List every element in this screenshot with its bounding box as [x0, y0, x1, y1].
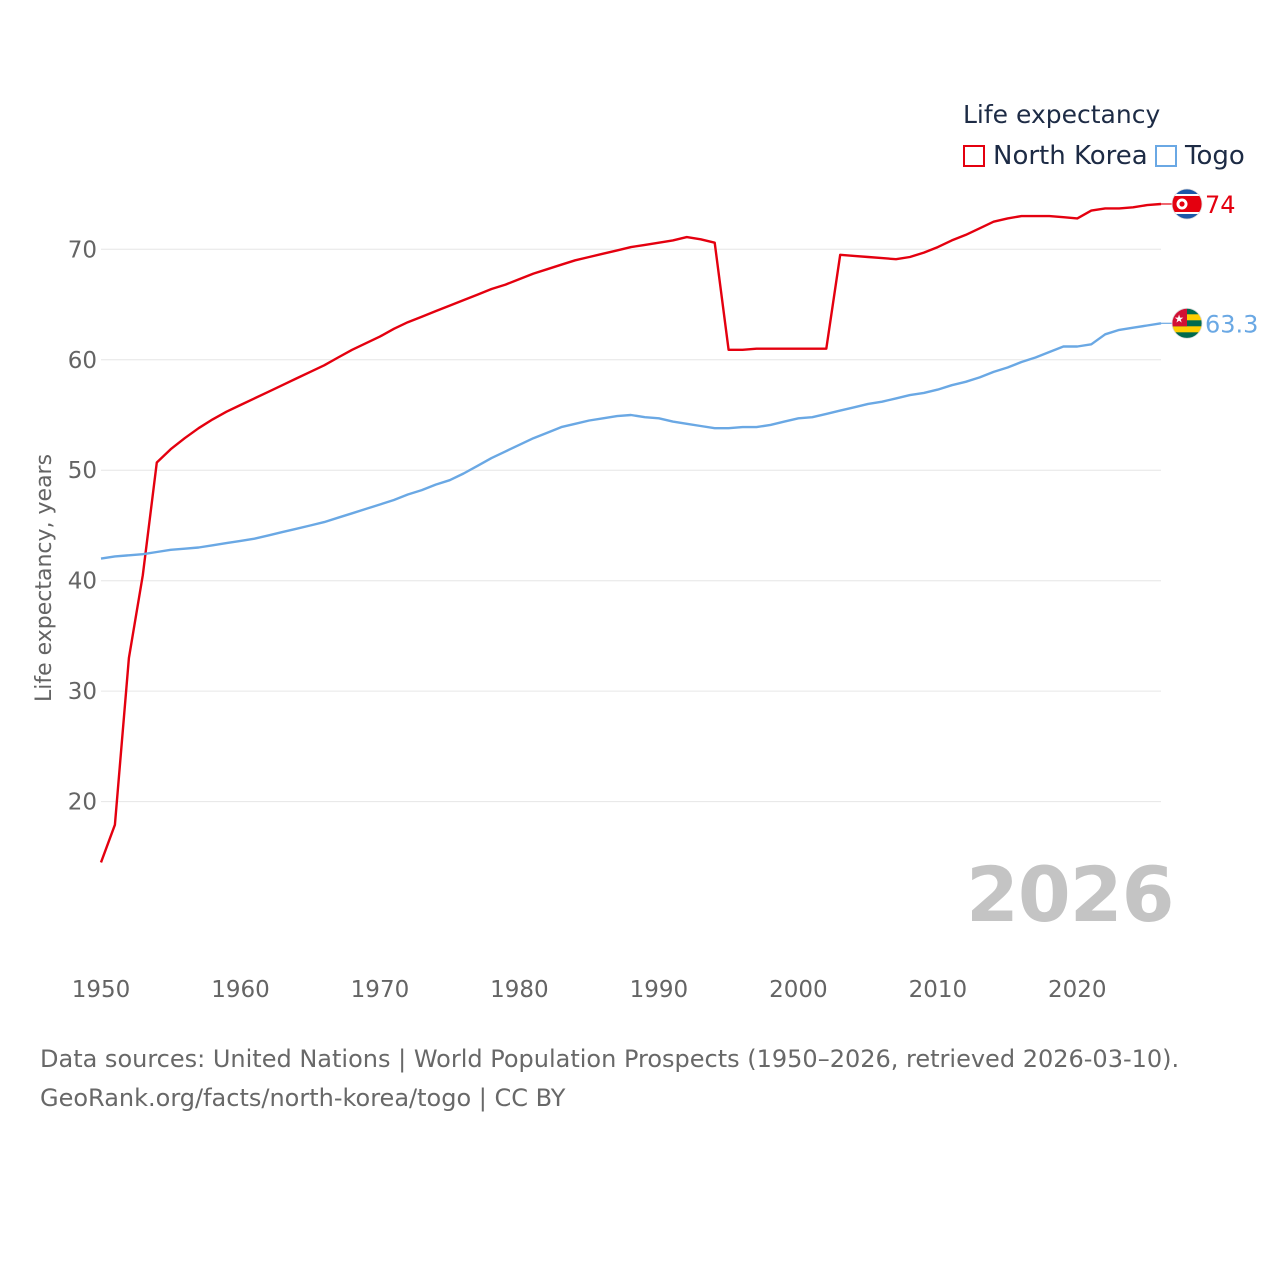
legend-item-togo[interactable]: Togo [1155, 141, 1245, 171]
end-label-north-korea: 74 [1205, 191, 1236, 219]
north-korea-flag-icon [1171, 188, 1203, 220]
x-tick-labels: 1950 1960 1970 1980 1990 2000 2010 2020 [72, 977, 1107, 1003]
series-line-togo[interactable] [100, 322, 1162, 560]
x-tick-1960: 1960 [211, 977, 270, 1003]
svg-text:★: ★ [1174, 312, 1184, 325]
y-tick-50: 50 [68, 458, 97, 484]
legend-swatch-north-korea [963, 145, 985, 167]
legend-item-north-korea[interactable]: North Korea [963, 141, 1148, 171]
x-tick-1970: 1970 [351, 977, 410, 1003]
source-line-2[interactable]: GeoRank.org/facts/north-korea/togo | CC … [40, 1084, 566, 1112]
current-year-badge: 2026 [966, 850, 1175, 939]
x-tick-1980: 1980 [490, 977, 549, 1003]
source-line-1: Data sources: United Nations | World Pop… [40, 1045, 1180, 1073]
end-label-togo: 63.3 [1205, 310, 1258, 338]
x-tick-2000: 2000 [769, 977, 828, 1003]
x-tick-1990: 1990 [630, 977, 689, 1003]
legend-label-togo: Togo [1185, 141, 1245, 171]
legend-label-north-korea: North Korea [993, 141, 1148, 171]
x-tick-2020: 2020 [1048, 977, 1107, 1003]
y-axis-title: Life expectancy, years [32, 454, 57, 702]
legend-swatch-togo [1155, 145, 1177, 167]
series-lines [99, 202, 1162, 863]
y-tick-60: 60 [68, 348, 97, 374]
y-tick-40: 40 [68, 569, 97, 595]
series-line-north-korea[interactable] [99, 202, 1162, 863]
y-tick-70: 70 [68, 237, 97, 263]
y-gridlines [101, 248, 1161, 803]
y-tick-30: 30 [68, 679, 97, 705]
togo-flag-icon: ★ [1171, 307, 1203, 339]
y-tick-labels: 20 30 40 50 60 70 [68, 237, 97, 815]
x-tick-2010: 2010 [909, 977, 968, 1003]
x-tick-1950: 1950 [72, 977, 131, 1003]
series-end-markers: 74 ★ 63.3 [1161, 188, 1258, 339]
y-tick-20: 20 [68, 790, 97, 816]
legend-title: Life expectancy [963, 100, 1161, 129]
